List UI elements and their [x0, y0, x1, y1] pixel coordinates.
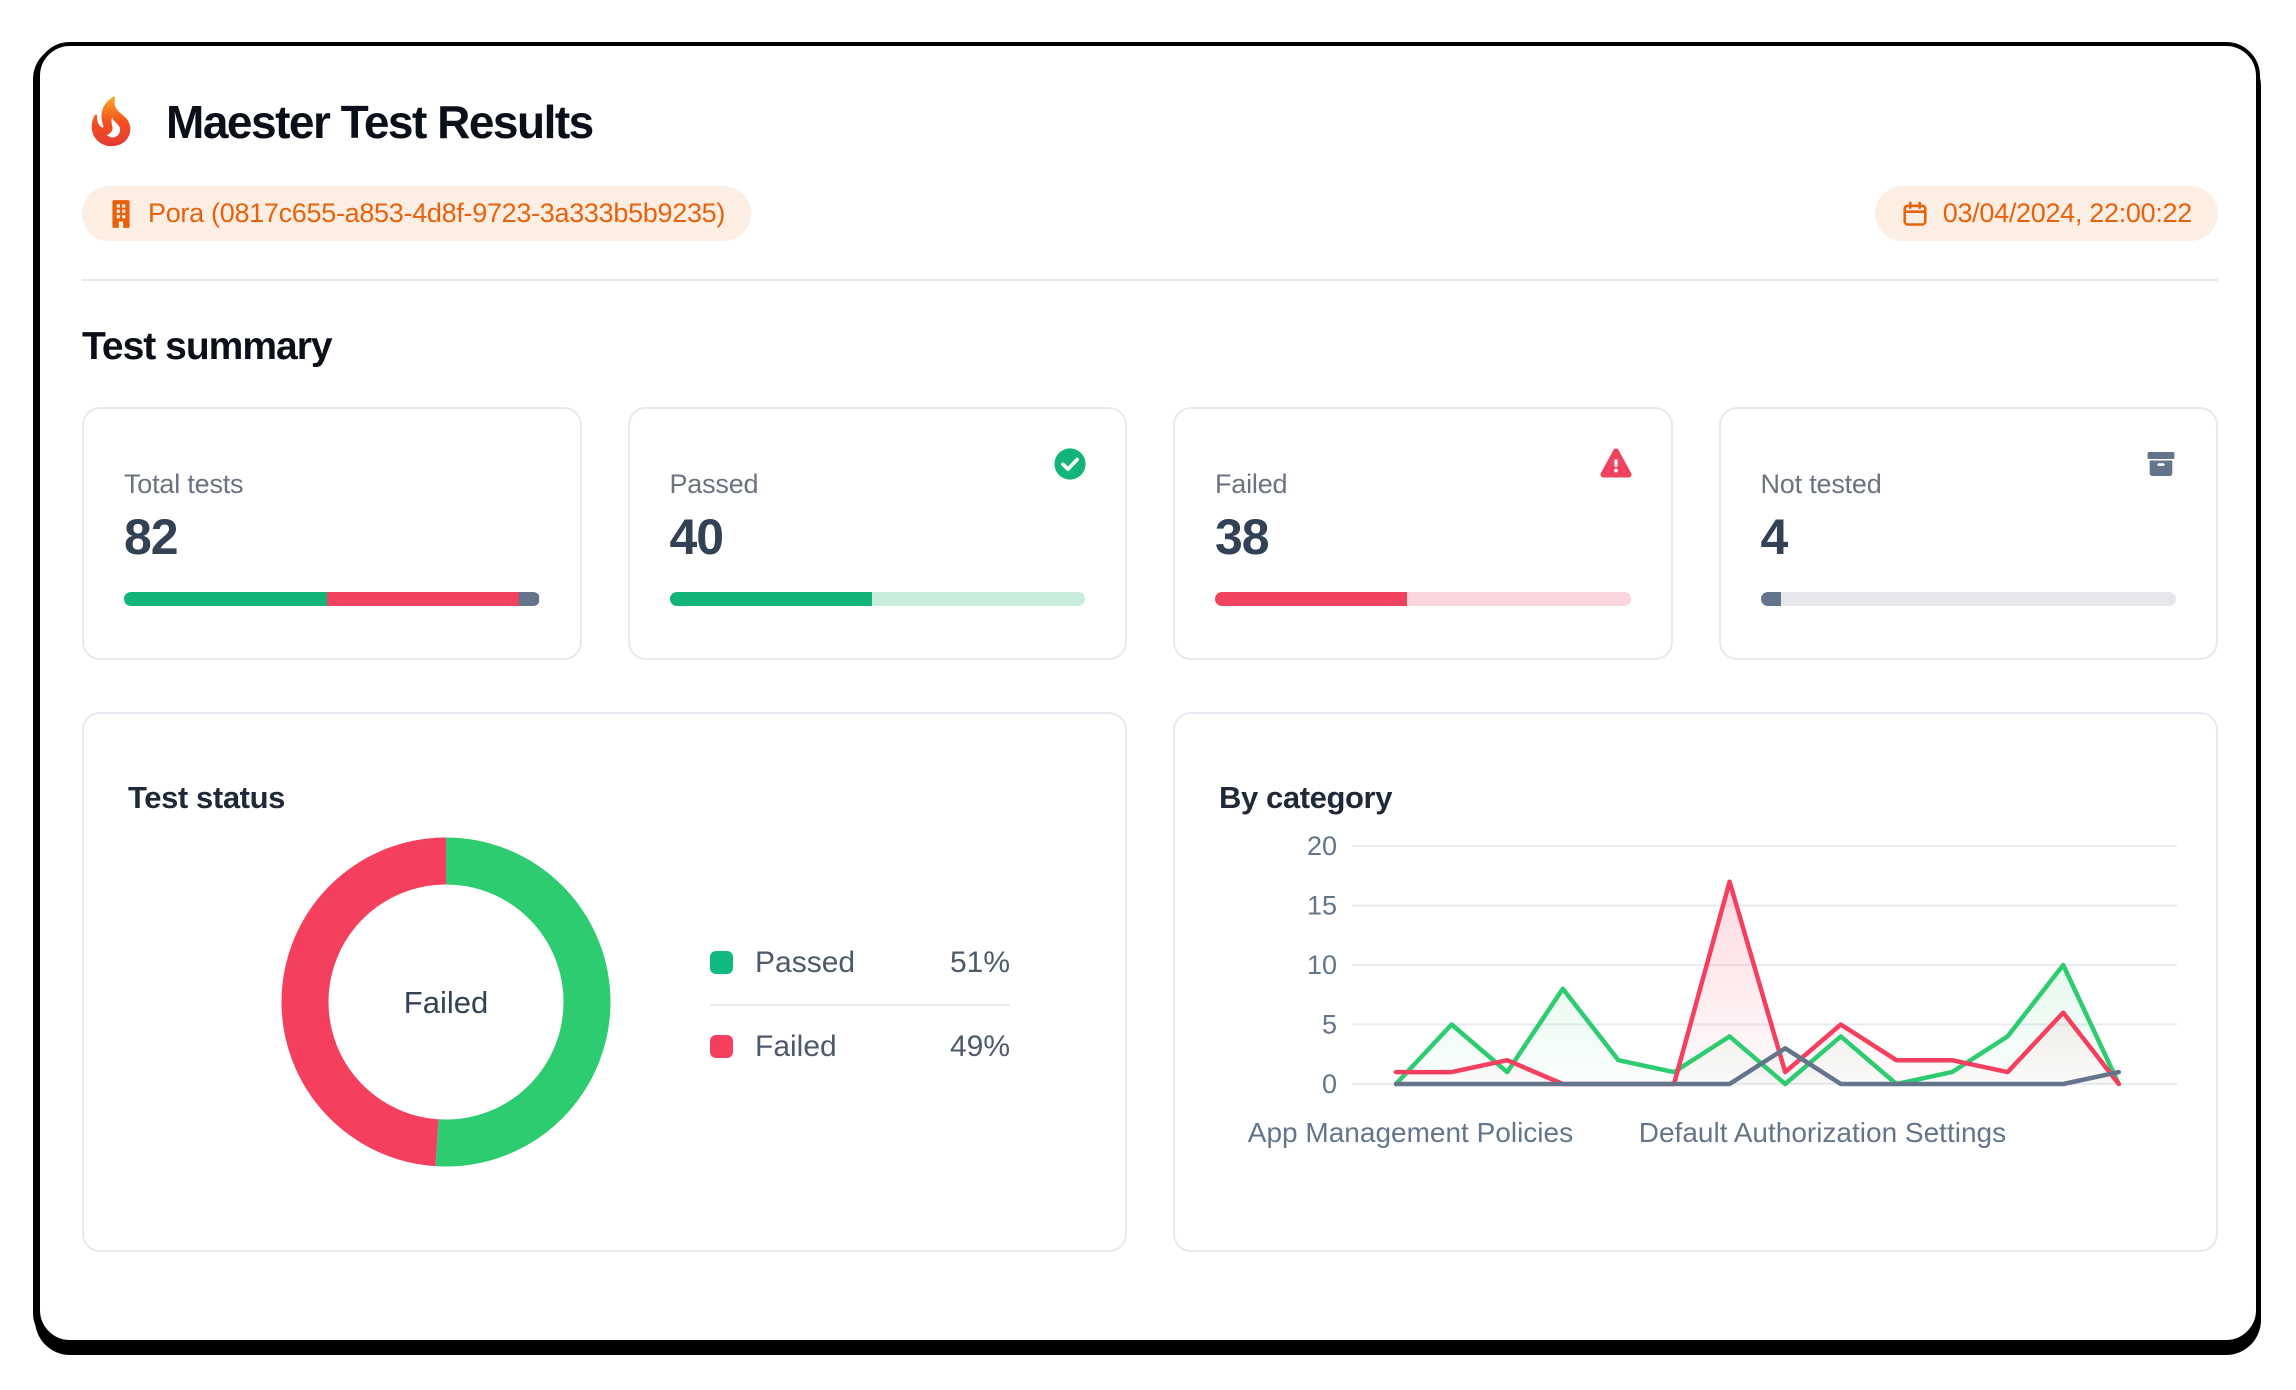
failed-swatch	[710, 1035, 733, 1058]
timestamp-badge: 03/04/2024, 22:00:22	[1874, 186, 2218, 241]
failed-card: Failed 38	[1173, 407, 1673, 660]
svg-text:20: 20	[1307, 831, 1337, 861]
svg-text:10: 10	[1307, 950, 1337, 980]
tenant-badge-label: Pora (0817c655-a853-4d8f-9723-3a333b5b92…	[148, 198, 726, 228]
stat-value: 4	[1760, 509, 1789, 565]
test-status-title: Test status	[128, 780, 285, 815]
category-line-chart: 0 5 10 15 20 App Management Policies Default A…	[1219, 826, 2177, 1171]
legend-item-passed: Passed 51%	[710, 922, 1010, 1004]
svg-text:5: 5	[1322, 1010, 1337, 1040]
badge-row: Pora (0817c655-a853-4d8f-9723-3a333b5b92…	[82, 186, 2218, 241]
test-status-body: Failed Passed 51% Failed 49%	[128, 832, 1081, 1177]
legend-value: 51%	[949, 945, 1010, 979]
svg-text:Default Authorization Settings: Default Authorization Settings	[1639, 1117, 2006, 1148]
header: Maester Test Results	[82, 82, 2218, 162]
flame-icon	[82, 82, 140, 162]
by-category-panel: By category 0 5 10 15 20 App Management Polic…	[1173, 712, 2218, 1252]
svg-text:Failed: Failed	[404, 985, 488, 1020]
stat-label: Total tests	[124, 469, 244, 499]
check-circle-icon	[1053, 447, 1087, 481]
tenant-badge: Pora (0817c655-a853-4d8f-9723-3a333b5b92…	[82, 186, 752, 241]
archive-icon	[2144, 447, 2178, 481]
donut-chart: Failed	[276, 832, 616, 1177]
report-frame: Maester Test Results Pora (0817c655-a853…	[36, 42, 2260, 1344]
stat-label: Not tested	[1760, 469, 1882, 499]
legend-item-failed: Failed 49%	[710, 1006, 1010, 1088]
stat-label: Passed	[669, 469, 759, 499]
warning-triangle-icon	[1599, 447, 1633, 481]
total-tests-card: Total tests 82	[82, 407, 582, 660]
legend-divider	[710, 1003, 1010, 1006]
legend-label: Passed	[755, 945, 856, 979]
legend-label: Failed	[755, 1029, 837, 1063]
total-tests-progress-bar	[124, 592, 540, 606]
stat-value: 38	[1215, 509, 1270, 565]
summary-cards: Total tests 82 Passed 40	[82, 407, 2218, 660]
stat-label: Failed	[1215, 469, 1288, 499]
charts-row: Test status Failed Passed 51% Failed 4	[82, 712, 2218, 1252]
stat-value: 82	[124, 509, 179, 565]
header-divider	[82, 279, 2218, 281]
svg-text:15: 15	[1307, 891, 1337, 921]
building-icon	[112, 199, 130, 228]
legend-value: 49%	[949, 1029, 1010, 1063]
page-title: Maester Test Results	[166, 96, 594, 148]
passed-progress-bar	[669, 592, 1085, 606]
passed-swatch	[710, 951, 733, 974]
donut-legend: Passed 51% Failed 49%	[710, 922, 1010, 1088]
not-tested-progress-bar	[1760, 592, 2176, 606]
calendar-icon	[1903, 201, 1927, 226]
by-category-title: By category	[1219, 780, 1393, 815]
svg-text:0: 0	[1322, 1069, 1337, 1099]
stat-value: 40	[669, 509, 725, 565]
test-summary-heading: Test summary	[82, 325, 333, 368]
timestamp-badge-label: 03/04/2024, 22:00:22	[1942, 198, 2193, 228]
failed-progress-bar	[1215, 592, 1631, 606]
passed-card: Passed 40	[627, 407, 1127, 660]
svg-text:App Management Policies: App Management Policies	[1248, 1117, 1573, 1148]
test-status-panel: Test status Failed Passed 51% Failed 4	[82, 712, 1127, 1252]
not-tested-card: Not tested 4	[1718, 407, 2218, 660]
